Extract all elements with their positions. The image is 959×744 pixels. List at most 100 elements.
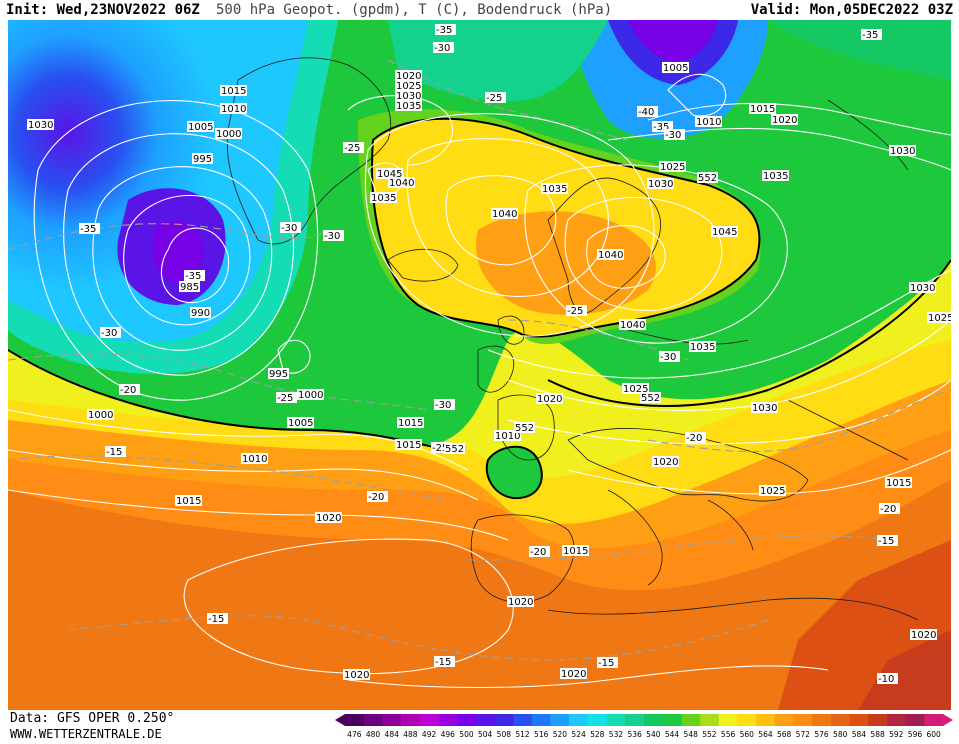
legend-tick-label: 544 xyxy=(665,730,680,739)
isobar-label: 1020 xyxy=(315,512,342,524)
isobar-label-text: 1040 xyxy=(389,178,414,189)
isobar-label-text: 1000 xyxy=(298,390,323,401)
legend-swatch xyxy=(382,714,402,726)
legend-swatch xyxy=(550,714,570,726)
isobar-label: 1015 xyxy=(562,545,589,557)
legend-tick-label: 556 xyxy=(721,730,736,739)
isotherm-label-text: -15 xyxy=(208,614,224,625)
legend-swatch xyxy=(812,714,832,726)
isotherm-label: -30 xyxy=(659,351,680,363)
isotherm-label: -35 xyxy=(79,223,100,235)
legend-swatch xyxy=(700,714,720,726)
geopotential-label: 552 xyxy=(640,392,661,404)
isotherm-label-text: -25 xyxy=(567,306,583,317)
isobar-label-text: 1035 xyxy=(396,101,421,112)
isobar-label: 1045 xyxy=(376,168,403,180)
isobar-label-text: 1030 xyxy=(752,403,777,414)
isobar-label: 1045 xyxy=(711,226,738,238)
geopotential-label-text: 552 xyxy=(515,423,534,434)
legend-swatch xyxy=(606,714,626,726)
isobar-label: 1020 xyxy=(507,596,534,608)
isobar-label: 1025 xyxy=(927,312,951,324)
legend-tick-label: 588 xyxy=(870,730,885,739)
legend-swatch xyxy=(830,714,851,726)
isotherm-label-text: -20 xyxy=(368,492,384,503)
legend-tick-label: 564 xyxy=(758,730,773,739)
isobar-label: 1035 xyxy=(395,100,422,112)
isotherm-label-text: -30 xyxy=(665,130,681,141)
isobar-label-text: 1020 xyxy=(344,670,369,681)
isobar-label: 1000 xyxy=(215,128,242,140)
isotherm-label-text: -30 xyxy=(434,43,450,54)
isotherm-label: -30 xyxy=(100,327,121,339)
isobar-label: 1005 xyxy=(187,121,214,133)
isobar-label: 1020 xyxy=(536,393,563,405)
isobar-label-text: 1010 xyxy=(242,454,267,465)
isotherm-label: -30 xyxy=(280,222,301,234)
isobar-label: 1030 xyxy=(27,119,54,131)
legend-tick-label: 496 xyxy=(441,730,456,739)
isobar-label-text: 1030 xyxy=(396,91,421,102)
isotherm-label: -35 xyxy=(861,29,882,41)
legend-swatch xyxy=(419,714,439,726)
isobar-label-text: 1020 xyxy=(396,71,421,82)
isotherm-label: -30 xyxy=(433,42,454,54)
weather-map: 1030 1015 1010 1005 1000 995 985 990 995 1000 1000… xyxy=(8,20,951,710)
isotherm-label: -25 xyxy=(343,142,364,154)
isobar-label-text: 1020 xyxy=(561,669,586,680)
legend-tick-label: 580 xyxy=(833,730,848,739)
isotherm-labels: -35-30-25-25-30-30-35-35-30-20-25-15-30-… xyxy=(79,24,900,685)
isobar-label: 1025 xyxy=(622,383,649,395)
isotherm-label: -35 xyxy=(652,121,673,133)
isotherm-label: -20 xyxy=(529,546,550,558)
isobar-label: 1020 xyxy=(771,114,798,126)
isotherm-label-text: -15 xyxy=(878,536,894,547)
isobar-label: 1030 xyxy=(395,90,422,102)
isotherm-label: -35 xyxy=(435,24,456,36)
isotherm-label: -40 xyxy=(637,106,658,118)
isobar-label: 1020 xyxy=(652,456,679,468)
website-link[interactable]: WWW.WETTERZENTRALE.DE xyxy=(10,727,162,741)
geopotential-label-text: 552 xyxy=(641,393,660,404)
isobar-label-text: 1020 xyxy=(537,394,562,405)
legend-swatch xyxy=(401,714,421,726)
isotherm-label: -15 xyxy=(105,446,126,458)
isotherm-label: -15 xyxy=(877,535,898,547)
isotherm-label-text: -25 xyxy=(344,143,360,154)
legend-tick-label: 512 xyxy=(515,730,530,739)
geopotential-label-text: 552 xyxy=(698,173,717,184)
isotherm-label: -15 xyxy=(207,613,228,625)
legend-swatch xyxy=(849,714,869,726)
isobar-label: 990 xyxy=(190,307,211,319)
isotherm-label-text: -40 xyxy=(638,107,654,118)
isobar-label-text: 1020 xyxy=(508,597,533,608)
legend-tick-label: 480 xyxy=(366,730,381,739)
isotherm-label-text: -25 xyxy=(486,93,502,104)
isotherm-label: -25 xyxy=(431,442,452,454)
isobar-label-text: 1020 xyxy=(772,115,797,126)
isobar-label: 1010 xyxy=(494,430,521,442)
isobar-label-text: 1000 xyxy=(216,129,241,140)
isobar-label: 1005 xyxy=(662,62,689,74)
legend-swatch xyxy=(924,714,944,726)
isotherm-label-text: -30 xyxy=(281,223,297,234)
isobar-label: 1015 xyxy=(220,85,247,97)
isobar-label: 1000 xyxy=(297,389,324,401)
isobar-label-text: 995 xyxy=(269,369,288,380)
isobar-label-text: 1045 xyxy=(377,169,402,180)
isobar-label-text: 1010 xyxy=(495,431,520,442)
legend-swatch xyxy=(494,714,514,726)
isotherm-label-text: -35 xyxy=(80,224,96,235)
isotherm-label: -20 xyxy=(879,503,900,515)
legend-swatch xyxy=(531,714,552,726)
isobar-label: 1025 xyxy=(659,161,686,173)
legend-swatch xyxy=(756,714,776,726)
legend-tick-label: 508 xyxy=(497,730,512,739)
geopotential-label: 552 xyxy=(444,443,465,455)
legend-min-arrow xyxy=(335,714,345,726)
data-source: Data: GFS OPER 0.250° xyxy=(10,711,175,726)
legend-max-arrow xyxy=(943,714,953,726)
legend-tick-label: 528 xyxy=(590,730,605,739)
legend-swatch xyxy=(718,714,738,726)
legend-swatch xyxy=(644,714,664,726)
